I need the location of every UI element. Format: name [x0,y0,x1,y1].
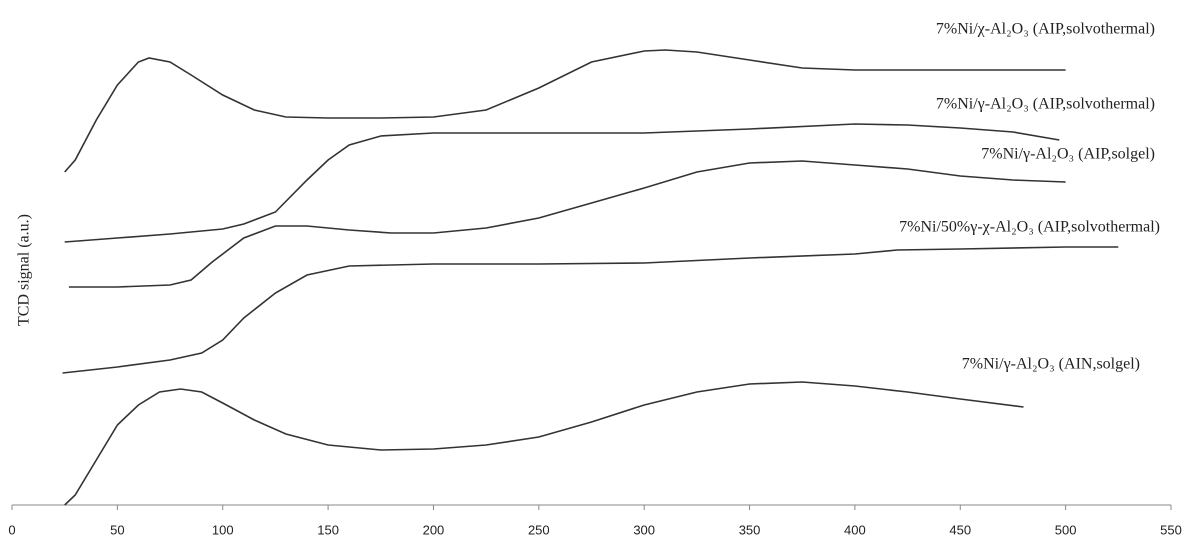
series-label: 7%Ni/50%γ-χ-Al₂O₃ (AIP,solvothermal) [899,219,1160,236]
x-tick-label: 150 [317,522,339,537]
series-label: 7%Ni/γ-Al₂O₃ (AIP,solvothermal) [936,96,1155,113]
series-label: 7%Ni/γ-Al₂O₃ (AIP,solgel) [981,146,1155,163]
x-tick-label: 0 [8,522,15,537]
x-tick-label: 500 [1055,522,1077,537]
x-tick-label: 550 [1160,522,1182,537]
x-tick-label: 350 [739,522,761,537]
x-tick-label: 400 [844,522,866,537]
x-tick-label: 200 [423,522,445,537]
series-label: 7%Ni/χ-Al₂O₃ (AIP,solvothermal) [936,21,1155,38]
series-line [64,381,1024,506]
series-line [62,246,1119,374]
x-tick-label: 100 [212,522,234,537]
x-tick-label: 450 [949,522,971,537]
series-label: 7%Ni/γ-Al₂O₃ (AIN,solgel) [962,356,1140,373]
x-tick-label: 300 [633,522,655,537]
series-line [64,49,1066,173]
y-axis-label: TCD signal (a.u.) [16,214,33,326]
x-tick-label: 50 [110,522,124,537]
series-line [68,160,1066,288]
x-tick-label: 250 [528,522,550,537]
series-line [64,123,1060,243]
